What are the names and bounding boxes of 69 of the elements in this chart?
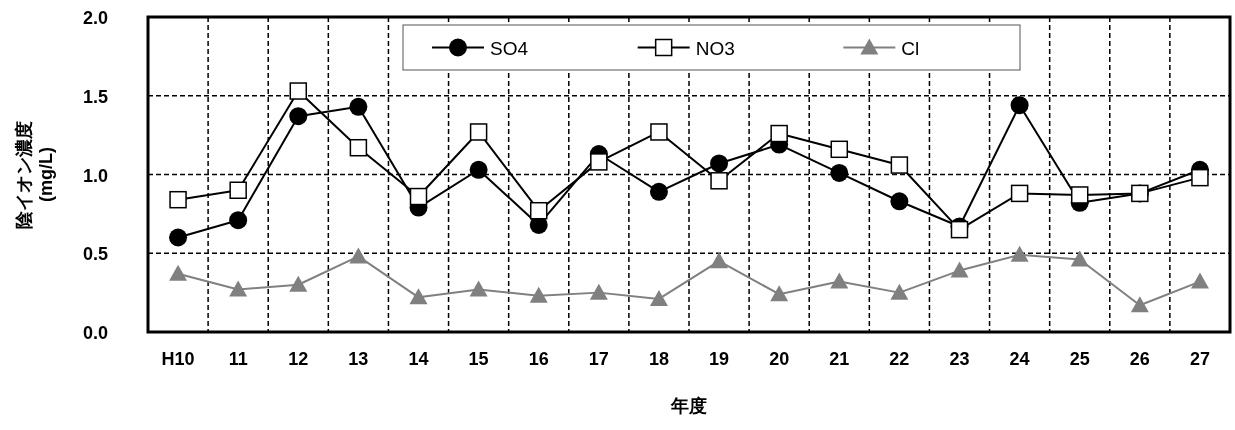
x-tick-label: 22 bbox=[889, 349, 910, 369]
point bbox=[589, 283, 608, 300]
point bbox=[469, 160, 488, 179]
x-tick-label: 21 bbox=[829, 349, 850, 369]
x-tick-label: 20 bbox=[769, 349, 790, 369]
legend-label: Cl bbox=[901, 37, 920, 59]
point bbox=[710, 252, 729, 269]
point bbox=[590, 153, 608, 171]
y-tick-label: 2.0 bbox=[82, 8, 108, 28]
x-tick-label: 23 bbox=[949, 349, 970, 369]
y-tick-label: 0.5 bbox=[82, 244, 108, 265]
x-tick-label: 19 bbox=[709, 349, 730, 369]
point bbox=[229, 211, 248, 230]
legend-label: NO3 bbox=[695, 37, 735, 59]
x-tick-label: 16 bbox=[528, 349, 549, 369]
point bbox=[770, 124, 788, 143]
point bbox=[289, 82, 308, 100]
x-tick-label: 17 bbox=[588, 349, 609, 369]
point bbox=[830, 140, 849, 159]
point bbox=[1010, 245, 1029, 262]
point bbox=[529, 201, 548, 220]
point bbox=[289, 107, 308, 126]
x-tick-label: 27 bbox=[1189, 349, 1210, 369]
point bbox=[830, 272, 849, 289]
y-tick-label: 1.5 bbox=[82, 86, 108, 107]
y-axis-title: 陰イオン濃度 (mg/L) bbox=[14, 120, 56, 229]
point bbox=[349, 138, 368, 157]
point bbox=[169, 264, 188, 281]
x-tick-label: 15 bbox=[468, 349, 489, 369]
point bbox=[1010, 96, 1029, 115]
x-tick-label: 13 bbox=[348, 349, 369, 369]
legend-label: SO4 bbox=[490, 37, 529, 59]
point bbox=[469, 123, 488, 141]
point bbox=[409, 187, 428, 206]
x-tick-label: 11 bbox=[228, 349, 248, 369]
point bbox=[890, 192, 909, 211]
point bbox=[349, 97, 368, 116]
x-tick-label: 25 bbox=[1069, 349, 1090, 369]
point bbox=[349, 247, 368, 264]
point bbox=[890, 283, 909, 300]
point bbox=[1130, 296, 1149, 313]
x-tick-label: 18 bbox=[648, 349, 669, 369]
point bbox=[289, 275, 308, 292]
point bbox=[529, 286, 548, 303]
x-axis-title: 年度 bbox=[670, 396, 707, 416]
point bbox=[710, 172, 728, 190]
point bbox=[1070, 250, 1089, 267]
x-tick-label: 12 bbox=[288, 349, 309, 369]
point bbox=[830, 163, 849, 182]
point bbox=[950, 261, 969, 278]
y-tick-label: 0.0 bbox=[82, 323, 108, 343]
x-tick-label: 24 bbox=[1009, 349, 1030, 369]
x-tick-label: H10 bbox=[161, 349, 195, 369]
x-tick-label: 26 bbox=[1129, 349, 1150, 369]
point bbox=[649, 289, 668, 306]
point bbox=[169, 228, 188, 247]
point bbox=[649, 182, 668, 201]
point bbox=[710, 154, 729, 173]
point bbox=[1191, 168, 1209, 187]
point bbox=[409, 288, 428, 305]
point bbox=[890, 156, 909, 174]
point bbox=[229, 280, 248, 297]
point bbox=[770, 285, 789, 302]
point bbox=[469, 280, 488, 297]
point bbox=[1190, 272, 1209, 289]
point bbox=[1010, 184, 1029, 203]
x-tick-label: 14 bbox=[408, 349, 429, 369]
point bbox=[1070, 186, 1089, 204]
y-tick-label: 1.0 bbox=[82, 165, 108, 186]
